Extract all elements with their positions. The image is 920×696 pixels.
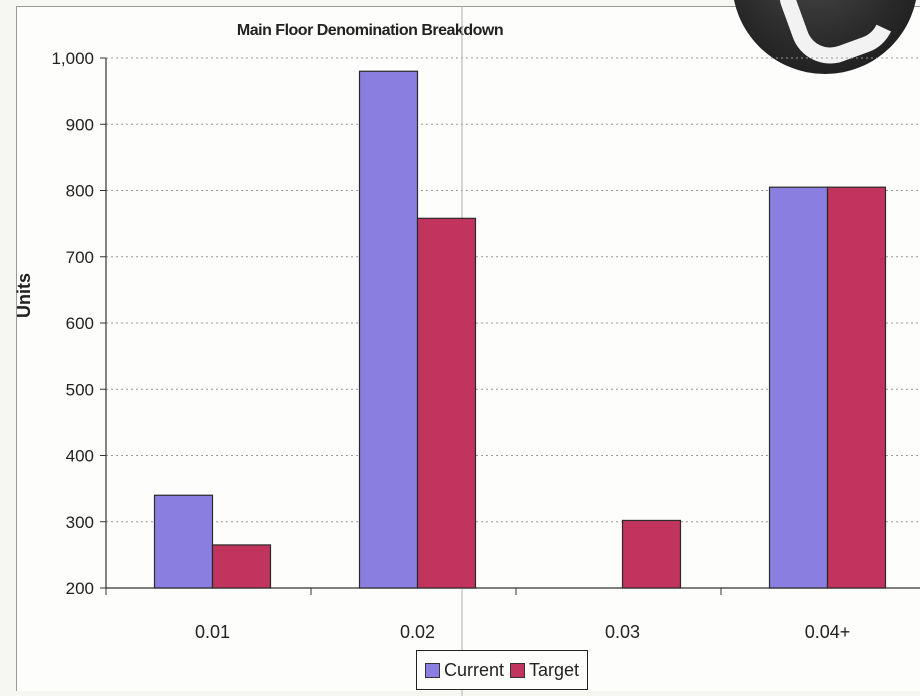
x-tick-label: 0.01: [195, 622, 230, 642]
bar-target: [826, 186, 887, 589]
y-tick-label: 700: [66, 248, 94, 267]
bar-current: [768, 186, 829, 589]
legend-item-current: Current: [425, 660, 504, 681]
bar-current: [358, 70, 419, 589]
y-tick-label: 900: [66, 115, 94, 134]
chart-title: Main Floor Denomination Breakdown: [236, 22, 504, 39]
x-tick-label: 0.04+: [805, 622, 851, 642]
y-tick-label: 500: [66, 380, 94, 399]
bar-target: [416, 217, 477, 589]
y-tick-label: 300: [66, 513, 94, 532]
y-tick-label: 800: [66, 182, 94, 201]
legend: Current Target: [416, 650, 589, 690]
legend-item-target: Target: [510, 660, 579, 681]
y-tick-label: 1,000: [51, 49, 94, 68]
legend-swatch-target: [510, 662, 526, 678]
bar-target: [211, 544, 272, 589]
legend-label-target: Target: [529, 659, 580, 680]
legend-swatch-current: [425, 662, 440, 678]
y-tick-label: 600: [66, 314, 94, 333]
bar-current: [153, 494, 214, 589]
bar-target: [621, 519, 682, 589]
y-tick-label: 200: [66, 579, 94, 598]
x-tick-label: 0.03: [605, 622, 640, 642]
y-tick-label: 400: [66, 447, 94, 466]
legend-label-current: Current: [444, 659, 505, 680]
x-tick-label: 0.02: [400, 622, 435, 642]
